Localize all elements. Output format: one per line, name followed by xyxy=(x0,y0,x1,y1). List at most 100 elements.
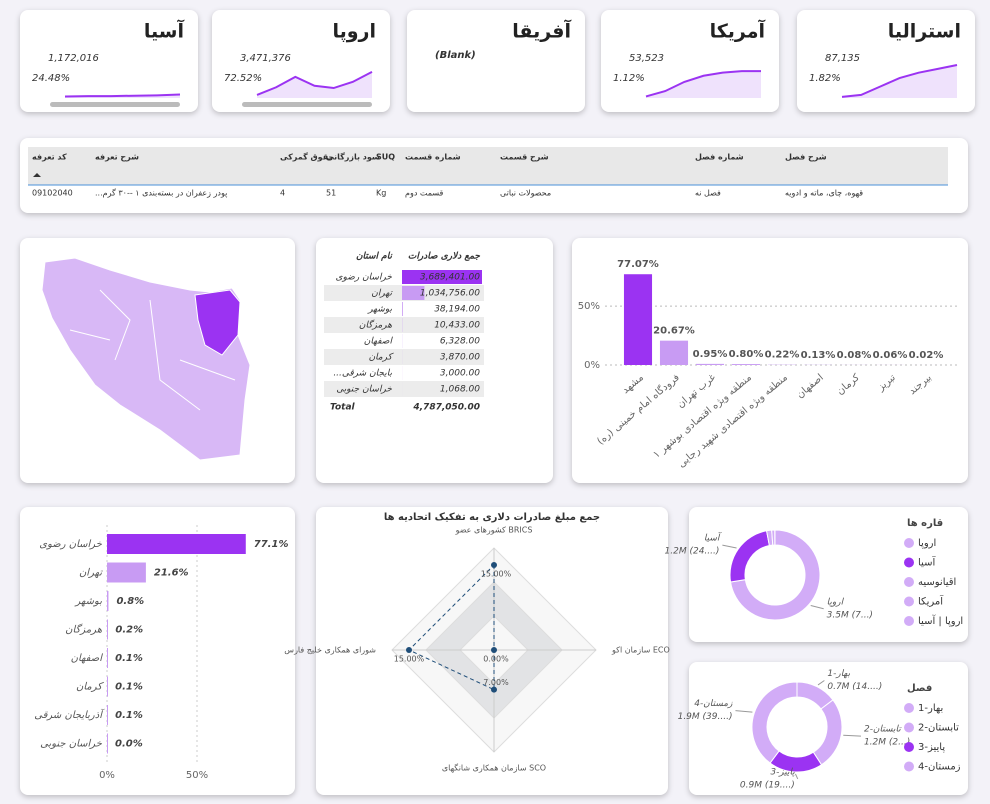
card-title: آفریقا xyxy=(512,19,571,43)
axis-label: شورای همکاری خلیج فارس xyxy=(284,646,376,655)
sparkline-area xyxy=(646,71,761,98)
table-header: SUQ xyxy=(376,153,395,162)
bar xyxy=(107,619,108,640)
column-header: جمع دلاری صادرات xyxy=(408,251,481,262)
province-name: بوشهر xyxy=(367,305,392,315)
card-title: آمریکا xyxy=(710,19,766,43)
province-value: 3,870.00 xyxy=(440,353,480,363)
leader-line xyxy=(735,710,753,713)
province-name: خراسان جنوبی xyxy=(336,385,392,395)
table-cell: قسمت دوم xyxy=(405,189,444,198)
table-header: شرح تعرفه xyxy=(95,153,139,162)
map-highlight xyxy=(194,289,241,356)
province-name: تهران xyxy=(371,289,393,299)
slice-name: پاییز-3 xyxy=(770,767,795,777)
legend-swatch xyxy=(904,742,914,752)
x-tick-label: 50% xyxy=(186,770,208,781)
bar xyxy=(107,733,108,754)
sparkline-area xyxy=(257,71,372,98)
slice-label: 0.7M (14....) xyxy=(827,682,882,692)
province-name: اصفهان xyxy=(364,337,394,347)
sparkline xyxy=(841,64,958,98)
legend-label: پاییز-3 xyxy=(918,742,945,753)
card-title: آسیا xyxy=(144,19,185,43)
value-label: 20.67% xyxy=(653,326,695,337)
card-value: 1,172,016 xyxy=(48,53,99,64)
map-borders xyxy=(69,289,236,411)
sparkline xyxy=(64,93,181,98)
value-label: 0.22% xyxy=(765,350,800,361)
slice-name: اروپا xyxy=(827,597,845,607)
slice-name: آسیا xyxy=(704,532,722,544)
slice-label: 3.5M (7...) xyxy=(827,610,873,620)
table-header: شرح فصل xyxy=(785,153,827,162)
province-name: هرمزگان xyxy=(359,319,392,331)
bar xyxy=(107,562,146,583)
slice-label: 1.9M (39....) xyxy=(678,712,733,722)
leader-line xyxy=(722,544,737,549)
legend-swatch xyxy=(904,577,914,587)
table-header: سود بازرگانی xyxy=(326,152,380,162)
table-cell: ...پودر زعفران در بسته‌بندی ۱ --۳۰ گرم xyxy=(95,188,227,198)
value-label: 0.95% xyxy=(693,349,728,360)
bar xyxy=(107,705,108,725)
slice-name: بهار-1 xyxy=(827,669,850,679)
slice-name: تابستان-2 xyxy=(864,725,902,735)
value-label: 0.8% xyxy=(116,596,144,607)
total-value: 4,787,050.00 xyxy=(412,403,480,413)
card-value: (Blank) xyxy=(435,50,476,61)
radar-point xyxy=(491,647,497,653)
value-label: 7.00% xyxy=(483,678,509,687)
radar-point xyxy=(406,647,412,653)
bar xyxy=(107,591,109,611)
bar xyxy=(107,648,108,668)
value-label: 77.1% xyxy=(254,539,289,550)
data-bar xyxy=(402,286,425,300)
table-cell: 09102040 xyxy=(32,189,73,198)
legend-swatch xyxy=(904,722,914,733)
slice-label: 0.9M (19....) xyxy=(740,780,795,790)
radar-point xyxy=(491,562,497,568)
card-percent: 72.52% xyxy=(224,73,262,84)
legend-label: آمریکا xyxy=(918,595,944,608)
province-name: کرمان xyxy=(369,353,394,363)
card-title: استرالیا xyxy=(888,21,961,43)
y-tick-label: کرمان xyxy=(76,682,104,693)
donut-slice xyxy=(751,681,798,764)
slice-label: 1.2M (24....) xyxy=(665,547,720,557)
legend-label: اروپا xyxy=(918,538,936,549)
y-tick-label: هرمزگان xyxy=(65,624,102,636)
y-tick-label: خراسان جنوبی xyxy=(40,739,103,750)
total-label: Total xyxy=(330,403,356,413)
value-label: 15.00% xyxy=(394,655,425,664)
legend-title: قاره ها xyxy=(907,518,943,529)
bar xyxy=(731,364,761,365)
table-cell: محصولات نباتی xyxy=(500,189,551,198)
bar xyxy=(659,340,689,365)
legend-label: آسیا xyxy=(918,556,936,569)
table-cell: 4 xyxy=(280,189,285,198)
value-label: 21.6% xyxy=(154,568,189,579)
leader-line xyxy=(794,773,799,780)
value-label: 0.1% xyxy=(115,653,143,664)
chart-title: جمع مبلغ صادرات دلاری به تفکیک اتحادیه ه… xyxy=(384,512,600,523)
card-title: اروپا xyxy=(332,21,376,43)
legend-title: فصل xyxy=(907,683,932,694)
card-percent: 24.48% xyxy=(32,73,70,84)
y-tick-label: 0% xyxy=(584,360,600,371)
value-label: 77.07% xyxy=(617,259,659,270)
province-name: ...بایجان شرقی xyxy=(333,369,392,379)
legend-label: اروپا | آسیا xyxy=(918,614,963,627)
legend-swatch xyxy=(904,703,914,713)
bar xyxy=(623,274,653,365)
card xyxy=(407,10,585,112)
card xyxy=(20,10,198,112)
value-label: 0.00% xyxy=(483,655,509,664)
table-header: شماره قسمت xyxy=(405,153,461,162)
leader-line xyxy=(817,680,825,686)
data-bar xyxy=(402,302,403,316)
y-tick-label: اصفهان xyxy=(71,653,104,664)
slice-name: زمستان-4 xyxy=(694,699,733,709)
bar xyxy=(695,363,725,365)
sparkline-area xyxy=(842,65,957,98)
